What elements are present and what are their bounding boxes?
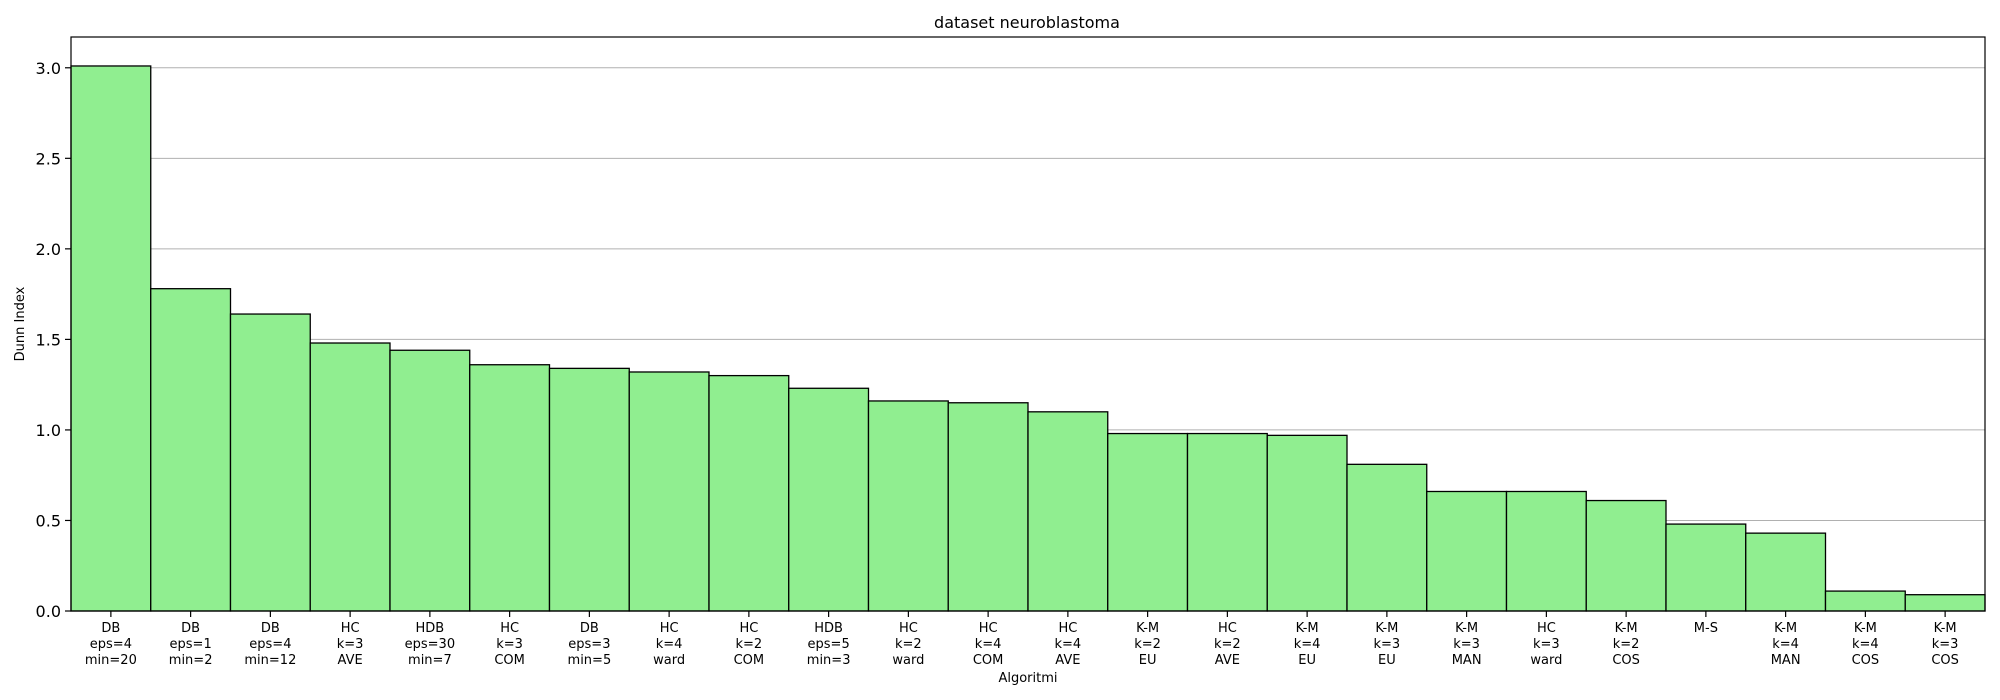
x-tick-label: K-M k=2 EU xyxy=(1134,621,1161,668)
bar xyxy=(70,65,152,612)
bar xyxy=(708,374,790,612)
x-tick-label: HC k=2 COM xyxy=(734,621,765,668)
x-tick-label: HDB eps=5 min=3 xyxy=(807,621,851,668)
bar xyxy=(229,313,311,612)
bar xyxy=(1107,432,1189,612)
plot-frame xyxy=(70,36,1986,612)
bar xyxy=(947,402,1029,612)
bar xyxy=(1824,590,1906,612)
x-tick-label: K-M k=3 EU xyxy=(1374,621,1401,668)
x-tick-label: K-M k=3 MAN xyxy=(1452,621,1482,668)
y-tick-label: 1.0 xyxy=(36,421,61,440)
x-tick-label: DB eps=4 min=20 xyxy=(85,621,137,668)
bars xyxy=(70,65,1986,612)
bar xyxy=(150,288,232,612)
bar xyxy=(788,387,870,612)
x-tick-label: K-M k=4 EU xyxy=(1294,621,1321,668)
x-tick-label: DB eps=4 min=12 xyxy=(244,621,296,668)
x-tick-label: HC k=4 AVE xyxy=(1055,621,1082,668)
x-tick-label: HC k=3 ward xyxy=(1530,621,1562,668)
bar xyxy=(1186,432,1268,612)
bar xyxy=(867,400,949,612)
x-tick-label: K-M k=3 COS xyxy=(1931,621,1959,668)
x-axis-ticks: DB eps=4 min=20 DB eps=1 min=2 DB eps=4 min=12 HC… xyxy=(85,611,1959,668)
chart-title: dataset neuroblastoma xyxy=(934,13,1120,32)
bar xyxy=(1505,490,1587,612)
bar xyxy=(548,367,630,612)
x-tick-label: M-S xyxy=(1694,621,1718,636)
x-tick-label: HDB eps=30 min=7 xyxy=(405,621,455,668)
y-tick-label: 3.0 xyxy=(36,59,61,78)
bar xyxy=(389,349,471,612)
x-tick-label: K-M k=4 MAN xyxy=(1771,621,1801,668)
x-tick-label: DB eps=1 min=2 xyxy=(169,621,213,668)
y-tick-label: 2.5 xyxy=(36,149,61,168)
y-axis-label: Dunn Index xyxy=(13,286,28,361)
x-axis-label: Algoritmi xyxy=(998,671,1057,686)
bar xyxy=(1904,594,1986,612)
x-tick-label: HC k=2 ward xyxy=(892,621,924,668)
bar xyxy=(628,371,710,612)
x-tick-label: DB eps=3 min=5 xyxy=(568,621,612,668)
y-axis-ticks: 0.0 0.5 1.0 1.5 2.0 2.5 3.0 xyxy=(36,59,71,621)
y-tick-label: 0.0 xyxy=(36,602,61,621)
x-tick-label: HC k=3 COM xyxy=(494,621,525,668)
bar xyxy=(1426,490,1508,612)
x-tick-label: HC k=2 AVE xyxy=(1214,621,1241,668)
y-tick-label: 1.5 xyxy=(36,330,61,349)
bar xyxy=(1027,411,1109,612)
bar xyxy=(1346,463,1428,612)
bar xyxy=(1665,523,1747,612)
bar xyxy=(1585,499,1667,612)
bar xyxy=(309,342,391,612)
x-tick-label: K-M k=2 COS xyxy=(1612,621,1640,668)
x-tick-label: HC k=3 AVE xyxy=(337,621,364,668)
bar xyxy=(469,364,551,612)
bar xyxy=(1266,434,1348,612)
y-tick-label: 0.5 xyxy=(36,511,61,530)
x-tick-label: HC k=4 COM xyxy=(973,621,1004,668)
y-tick-label: 2.0 xyxy=(36,240,61,259)
x-tick-label: K-M k=4 COS xyxy=(1852,621,1880,668)
bar xyxy=(1745,532,1827,612)
x-tick-label: HC k=4 ward xyxy=(653,621,685,668)
